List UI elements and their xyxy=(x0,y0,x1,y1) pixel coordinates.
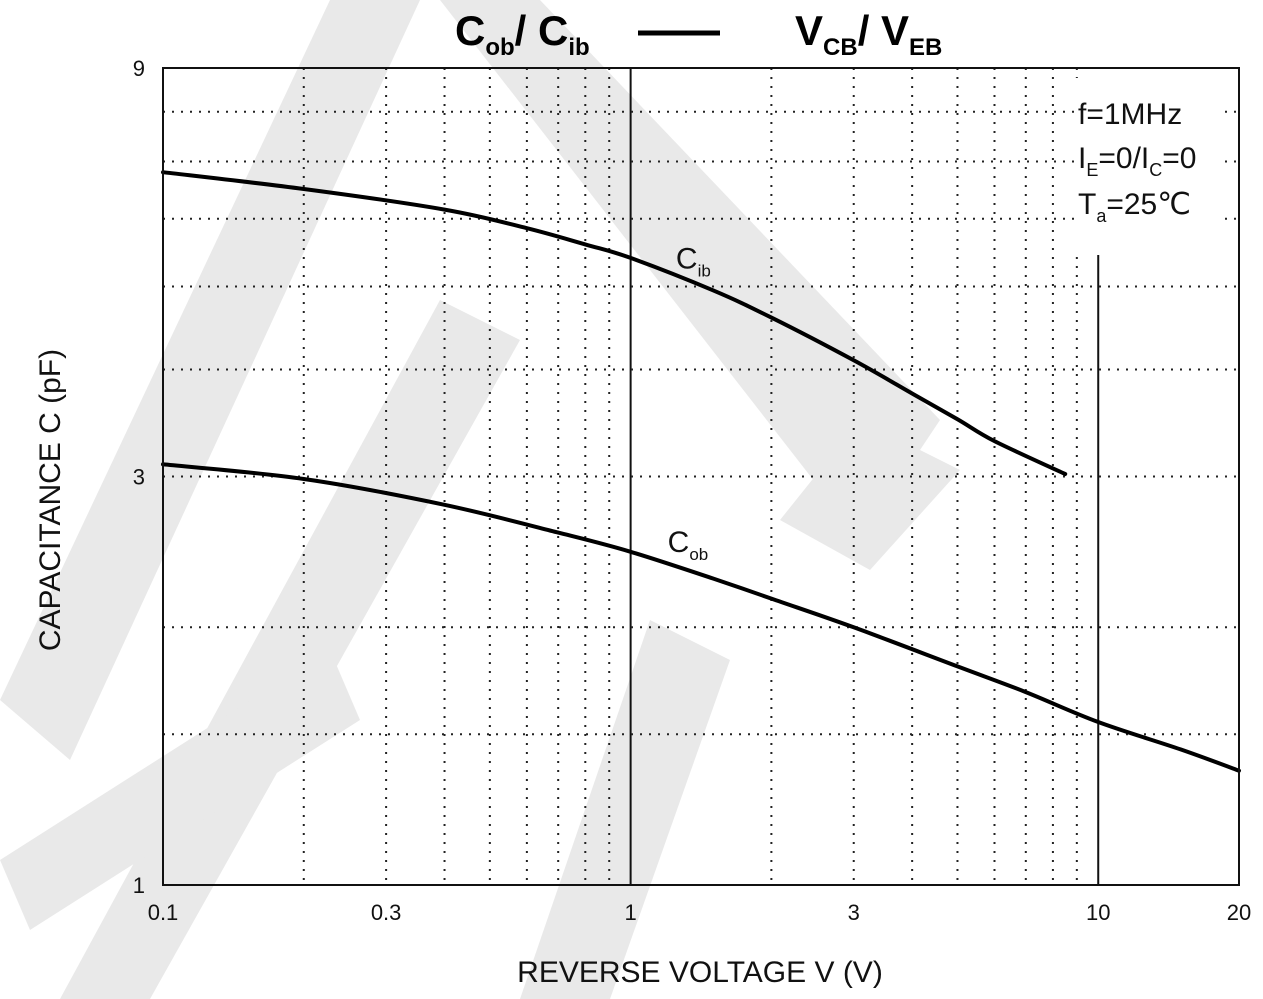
y-tick-label: 9 xyxy=(133,56,145,81)
conditions-background xyxy=(1075,78,1225,253)
condition-frequency: f=1MHz xyxy=(1078,98,1182,131)
chart-title: Cob/ Cib VCB/ VEB xyxy=(455,7,942,61)
grid xyxy=(163,68,1239,885)
y-axis-label: CAPACITANCE C (pF) xyxy=(34,349,67,651)
condition-temperature: Ta=25℃ xyxy=(1078,188,1191,226)
series-line-ib xyxy=(161,170,1068,476)
title-left-main: C xyxy=(455,7,485,54)
x-tick-label: 0.3 xyxy=(371,900,402,925)
tick-labels: 0.1 0.3 1 3 10 20 1 3 9 xyxy=(133,56,1251,925)
svg-text:VCB/ VEB: VCB/ VEB xyxy=(795,7,942,61)
condition-bias: IE=0/IC=0 xyxy=(1078,142,1196,180)
watermark xyxy=(0,0,960,999)
title-left-sep: / xyxy=(515,7,538,54)
x-tick-label: 20 xyxy=(1227,900,1251,925)
title-left-main2: C xyxy=(538,7,568,54)
y-tick-label: 3 xyxy=(133,465,145,490)
x-tick-label: 0.1 xyxy=(148,900,179,925)
x-tick-label: 3 xyxy=(848,900,860,925)
series-group: Cib Cob xyxy=(161,170,1241,773)
title-right-main: V xyxy=(795,7,823,54)
title-left-sub: ob xyxy=(485,34,514,61)
series-label-ob: Cob xyxy=(668,526,709,564)
title-right-sep: / xyxy=(858,7,881,54)
title-right-main2: V xyxy=(881,7,909,54)
y-tick-label: 1 xyxy=(133,873,145,898)
svg-text:Cob/ Cib: Cob/ Cib xyxy=(455,7,590,61)
title-right-sub2: EB xyxy=(909,34,942,61)
x-axis-label: REVERSE VOLTAGE V (V) xyxy=(517,956,883,989)
x-tick-label: 1 xyxy=(624,900,636,925)
series-label-ib: Cib xyxy=(676,242,711,280)
x-tick-label: 10 xyxy=(1086,900,1110,925)
title-left-sub2: ib xyxy=(568,34,589,61)
series-line-ob xyxy=(161,462,1241,773)
conditions-legend: f=1MHz IE=0/IC=0 Ta=25℃ xyxy=(1075,78,1225,253)
title-right-sub: CB xyxy=(823,34,858,61)
plot-frame xyxy=(162,67,1240,886)
